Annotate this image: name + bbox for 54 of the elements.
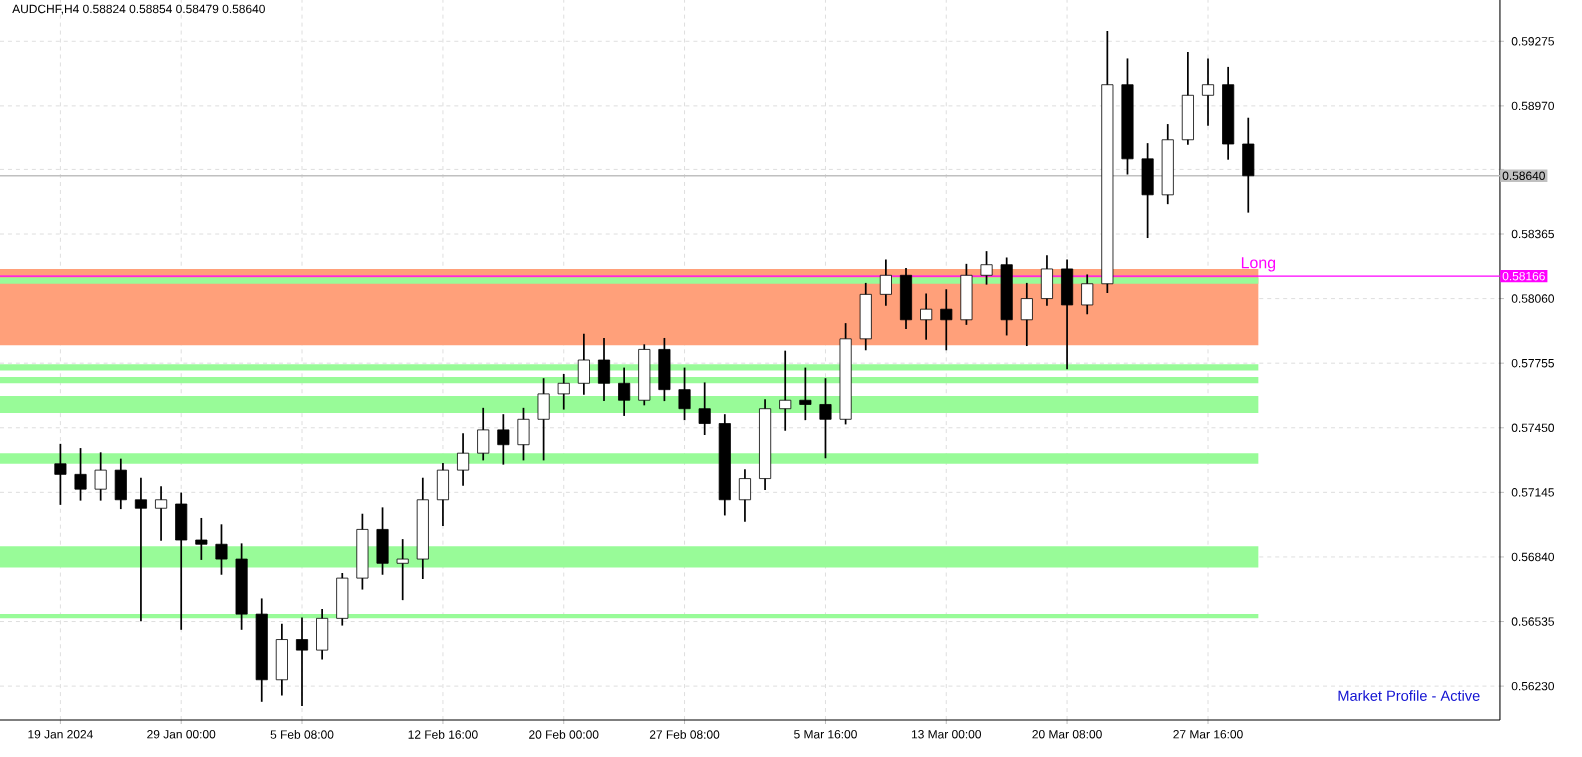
candlestick — [134, 477, 147, 622]
x-tick-label: 5 Mar 16:00 — [794, 730, 857, 739]
annotation: Long — [1241, 257, 1276, 272]
candlestick — [738, 469, 751, 522]
candlestick — [940, 289, 953, 351]
candlestick — [1081, 274, 1094, 315]
ref-line-label: 0.58640 — [1502, 171, 1545, 180]
x-tick-label: 20 Mar 08:00 — [1032, 730, 1102, 739]
x-tick-label: 19 Jan 2024 — [28, 730, 93, 739]
x-tick-label: 27 Feb 08:00 — [649, 730, 720, 739]
annotation: Market Profile - Active — [1338, 690, 1480, 701]
x-tick-label: 5 Feb 08:00 — [270, 730, 334, 739]
candlestick — [980, 251, 993, 285]
x-tick-label: 29 Jan 00:00 — [147, 730, 216, 739]
x-tick-label: 12 Feb 16:00 — [408, 730, 478, 739]
candlestick — [295, 617, 309, 707]
y-tick-label: 0.57450 — [1511, 423, 1555, 432]
candlestick — [779, 350, 792, 431]
candlestick — [597, 337, 611, 402]
candlestick — [819, 378, 832, 459]
candlestick — [457, 433, 470, 486]
y-tick-label: 0.57145 — [1511, 488, 1554, 497]
candlestick — [557, 373, 570, 410]
x-tick-label: 13 Mar 00:00 — [911, 730, 982, 739]
candlestick — [618, 367, 631, 416]
candlestick — [477, 407, 490, 461]
candlestick — [215, 524, 228, 575]
chart-title: AUDCHF,H4 0.58824 0.58854 0.58479 0.58640 — [12, 4, 265, 15]
y-tick-label: 0.56840 — [1511, 552, 1555, 562]
candlestick — [1201, 58, 1215, 126]
candlestick — [54, 443, 67, 505]
candlestick — [1020, 282, 1033, 347]
x-tick-label: 27 Mar 16:00 — [1173, 730, 1243, 739]
candlestick — [678, 367, 691, 421]
y-tick-label: 0.58970 — [1511, 101, 1555, 111]
candlestick — [497, 414, 510, 465]
y-tick-label: 0.56535 — [1511, 617, 1554, 626]
candlestick — [396, 539, 409, 601]
y-tick-label: 0.56230 — [1511, 681, 1555, 691]
ref-line-label: 0.58166 — [1502, 271, 1545, 281]
y-tick-label: 0.57755 — [1511, 358, 1554, 368]
y-tick-label: 0.58365 — [1511, 229, 1554, 239]
y-tick-label: 0.58060 — [1511, 294, 1555, 303]
y-tick-label: 0.59275 — [1511, 37, 1554, 46]
candlestick — [155, 486, 168, 541]
candlestick — [577, 333, 590, 395]
candlestick — [799, 367, 812, 421]
candlestick — [74, 448, 87, 501]
candlestick — [920, 293, 933, 340]
candlestick — [698, 382, 711, 435]
candlestick — [94, 452, 107, 501]
candlestick — [879, 259, 892, 306]
x-tick-label: 20 Feb 00:00 — [529, 730, 599, 739]
candlestick — [195, 517, 208, 560]
